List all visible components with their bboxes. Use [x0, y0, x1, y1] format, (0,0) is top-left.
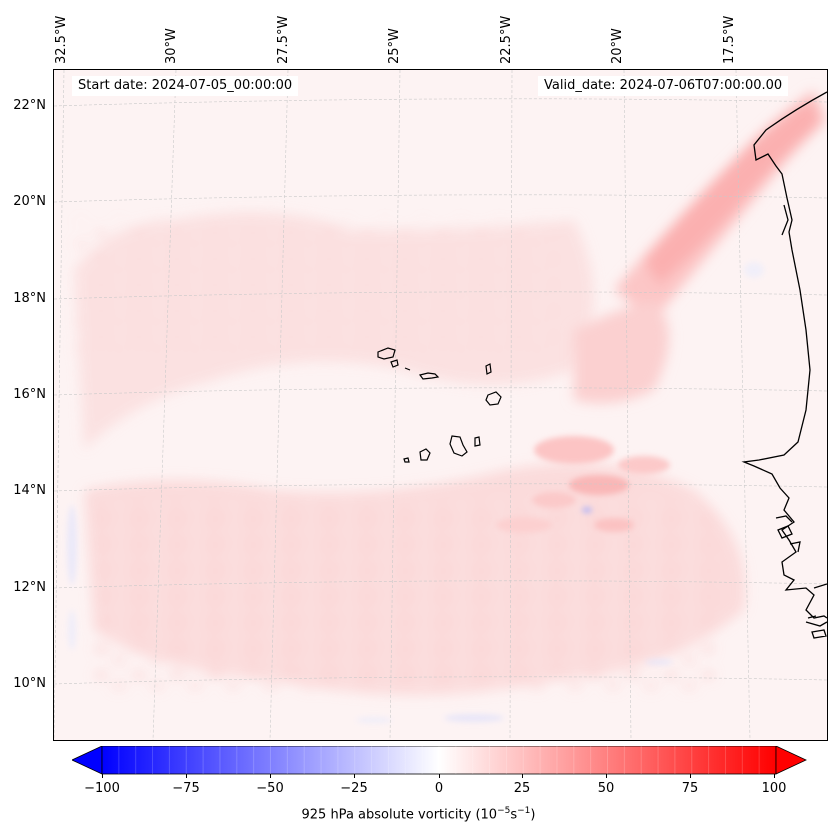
negative-vorticity-streaks: [67, 262, 764, 723]
valid-date-label: Valid_date: 2024-07-06T07:00:00.00: [538, 76, 789, 96]
island-santa-luzia: [404, 367, 411, 371]
lon-label-20W: 20°W: [610, 28, 625, 64]
colorbar-tick-label: −50: [256, 781, 284, 796]
lat-label-10N: 10°N: [13, 676, 46, 691]
negative-streak: [744, 262, 764, 278]
graticule-line: [389, 70, 401, 740]
island-santo-antao: [377, 347, 396, 360]
graticule-line: [623, 70, 632, 740]
africa-coast: [741, 91, 827, 619]
convective-cell: [594, 518, 634, 532]
speckle-west: [74, 220, 554, 360]
colorbar-tick-label: 100: [761, 781, 787, 796]
coast-detail: [807, 615, 817, 619]
colorbar-extend-min: [71, 745, 103, 775]
graticule-line: [54, 194, 827, 203]
colorbar-tickmark: [606, 774, 607, 778]
colorbar-tick-label: 75: [681, 781, 699, 796]
positive-vorticity-band: [574, 90, 827, 404]
negative-streak: [68, 610, 76, 650]
lat-label-22N: 22°N: [13, 98, 46, 113]
graticule-line: [54, 483, 827, 492]
colorbar-label: 925 hPa absolute vorticity (10−5s−1): [301, 806, 536, 823]
island-fogo: [419, 448, 431, 461]
coast-detail: [813, 583, 827, 589]
colorbar-tickmark: [102, 774, 103, 778]
coast-detail: [781, 204, 789, 236]
cape-verde-islands: [377, 347, 502, 463]
colorbar-tickmark: [690, 774, 691, 778]
graticule-line: [54, 580, 827, 589]
convective-cluster: [496, 436, 670, 533]
island-sao-vicente: [390, 359, 399, 368]
colorbar-steps: [118, 746, 760, 774]
lat-label-14N: 14°N: [13, 483, 46, 498]
graticule-line: [54, 70, 65, 740]
island-maio: [474, 436, 481, 447]
graticule-line: [269, 70, 289, 740]
graticule-line: [509, 70, 513, 740]
convective-cell: [618, 456, 670, 474]
coast-detail: [777, 525, 793, 539]
island-boa-vista: [485, 391, 502, 406]
convective-cell: [534, 436, 614, 464]
colorbar-tick-label: −25: [340, 781, 368, 796]
colorbar: [71, 745, 810, 780]
lat-label-16N: 16°N: [13, 387, 46, 402]
colorbar-tick-label: 50: [597, 781, 615, 796]
coast-detail: [789, 541, 801, 553]
negative-streak: [645, 659, 673, 665]
graticule-line: [54, 676, 827, 685]
colorbar-tick-label: 0: [434, 781, 444, 796]
map-panel[interactable]: [53, 69, 828, 741]
lon-label-27.5W: 27.5°W: [276, 15, 291, 64]
graticule-line: [735, 70, 751, 740]
convective-cell: [569, 475, 629, 495]
colorbar-tickmark: [774, 774, 775, 778]
lat-label-20N: 20°N: [13, 194, 46, 209]
lon-label-25W: 25°W: [387, 28, 402, 64]
colorbar-svg: [71, 745, 807, 775]
coast-detail: [811, 629, 827, 639]
lat-label-12N: 12°N: [13, 580, 46, 595]
colorbar-tick-label: 25: [513, 781, 531, 796]
graticule-line: [54, 98, 827, 107]
colorbar-body: [101, 745, 777, 775]
convective-cell: [496, 517, 552, 533]
negative-streak: [444, 714, 504, 722]
lon-label-30W: 30°W: [164, 28, 179, 64]
positive-vorticity-fields: [74, 212, 746, 695]
lat-label-18N: 18°N: [13, 291, 46, 306]
colorbar-tickmark: [439, 774, 440, 778]
graticule-line: [54, 387, 827, 396]
negative-vorticity-spot: [582, 507, 592, 513]
lon-label-22.5W: 22.5°W: [499, 15, 514, 64]
coast-detail: [775, 515, 793, 523]
start-date-label: Start date: 2024-07-05_00:00:00: [72, 76, 299, 96]
island-santiago: [449, 435, 468, 457]
colorbar-extend-max: [775, 745, 807, 775]
negative-streak: [67, 505, 77, 585]
colorbar-tickmark: [522, 774, 523, 778]
island-brava: [403, 457, 410, 463]
negative-streak: [356, 717, 392, 723]
graticule-line: [152, 70, 177, 740]
colorbar-tick-label: −100: [84, 781, 120, 796]
graticule: [54, 70, 827, 740]
lon-label-32.5W: 32.5°W: [54, 15, 69, 64]
convective-cell: [532, 492, 576, 508]
colorbar-tickmark: [354, 774, 355, 778]
graticule-line: [54, 291, 827, 300]
coast-detail: [805, 621, 827, 627]
colorbar-tick-label: −75: [172, 781, 200, 796]
island-sao-nicolau: [418, 372, 440, 380]
lon-label-17.5W: 17.5°W: [722, 15, 737, 64]
colorbar-tickmark: [270, 774, 271, 778]
coastline: [741, 91, 827, 639]
colorbar-tickmark: [186, 774, 187, 778]
vorticity-map: [54, 70, 827, 740]
island-sal: [485, 363, 492, 375]
